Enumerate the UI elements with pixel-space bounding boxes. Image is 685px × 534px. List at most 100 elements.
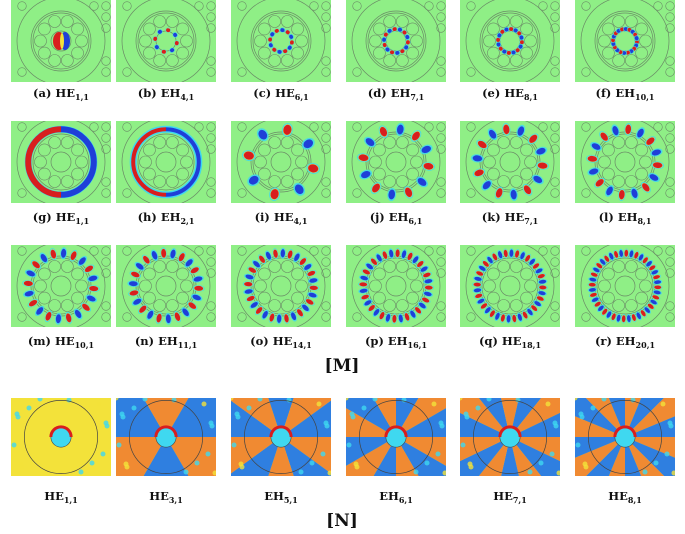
caption-mode: HE: [54, 334, 75, 348]
field-lobe: [528, 257, 537, 266]
mode-panel-N-0-1: [116, 398, 216, 476]
inner-hole: [373, 143, 386, 157]
field-lobe: [181, 307, 191, 318]
inner-hole: [153, 299, 166, 312]
field-lobe: [415, 259, 425, 269]
field-lobe: [267, 36, 273, 43]
field-lobe: [531, 174, 544, 185]
field-lobe: [590, 296, 600, 303]
field-lobe: [80, 302, 92, 313]
mode-panel-M-0-3: [346, 0, 446, 82]
field-lobe: [651, 161, 664, 170]
field-sector: [396, 437, 419, 476]
inner-hole: [75, 34, 88, 48]
field-lobe: [160, 247, 167, 260]
mode-panel-M-0-2: [231, 0, 331, 82]
caption-mode-index: 1,1: [63, 495, 78, 505]
inner-hole: [254, 155, 267, 169]
field-sector: [346, 398, 396, 437]
core-field-arc: [49, 425, 73, 438]
inner-hole: [520, 22, 533, 36]
field-lobe: [192, 285, 205, 292]
fiber-ring-outline: [32, 133, 90, 191]
fiber-ring-outline: [367, 257, 425, 315]
inner-hole: [510, 260, 523, 273]
field-lobe: [290, 311, 297, 322]
field-ring: [24, 125, 98, 199]
mode-field-plot: [116, 245, 216, 327]
inner-hole: [383, 175, 396, 188]
inner-hole: [410, 155, 423, 169]
inner-hole: [143, 267, 156, 281]
field-sector: [346, 408, 396, 437]
caption-prefix: (o): [250, 334, 273, 348]
inner-hole: [295, 155, 308, 169]
caption-mode-index: 16,1: [407, 340, 428, 350]
caption-mode: EH: [615, 86, 635, 100]
caption-mode: EH: [264, 489, 284, 503]
field-lobe: [269, 187, 281, 202]
field-sector: [625, 437, 675, 458]
field-lobe: [648, 264, 657, 272]
panel-caption: (b) EH4,1: [138, 86, 195, 102]
field-sector: [231, 398, 281, 437]
caption-mode: HE: [608, 489, 628, 503]
caption-mode: HE: [272, 334, 293, 348]
caption-mode: EH: [387, 334, 408, 348]
inner-hole: [373, 46, 386, 60]
field-lobe: [364, 136, 376, 148]
section-label-M: [M]: [324, 356, 360, 376]
inner-hole: [497, 136, 510, 149]
field-lobe: [356, 153, 371, 163]
fiber-ring-outline: [50, 151, 72, 173]
inner-hole: [602, 143, 615, 157]
caption-mode-index: 6,1: [398, 495, 413, 505]
field-lobe: [86, 274, 99, 282]
inner-hole: [48, 54, 61, 67]
panel-caption: (j) EH6,1: [370, 210, 423, 226]
inner-hole: [268, 15, 281, 28]
field-lobe: [85, 294, 98, 303]
field-lobe: [534, 267, 544, 275]
core-field-arc: [269, 425, 293, 438]
field-lobe: [626, 313, 632, 324]
caption-mode-index: 1,1: [75, 216, 90, 226]
field-lobe: [618, 248, 624, 259]
inner-hole: [258, 167, 271, 181]
field-sector: [166, 437, 216, 476]
mode-field-plot: [460, 245, 560, 327]
caption-prefix: (h): [137, 210, 161, 224]
inner-hole: [61, 260, 74, 273]
fiber-ring-outline: [236, 245, 326, 327]
mode-panel-N-0-5: [575, 398, 675, 476]
field-lobe: [77, 255, 88, 267]
field-lobe: [495, 41, 502, 48]
inner-hole: [176, 167, 189, 181]
field-lobe: [533, 300, 543, 308]
field-lobe: [383, 31, 389, 38]
caption-prefix: (c): [253, 86, 276, 100]
inner-hole: [153, 260, 166, 273]
field-lobe: [304, 298, 315, 306]
field-lobe: [288, 33, 294, 40]
inner-hole: [143, 143, 156, 157]
field-lobe: [296, 307, 304, 318]
inner-hole: [410, 279, 423, 293]
caption-mode: HE: [275, 86, 295, 100]
inner-hole: [48, 299, 61, 312]
field-lobe: [184, 258, 194, 268]
mode-field-plot: [231, 121, 331, 203]
field-lobe: [522, 183, 533, 196]
fiber-ring-outline: [137, 133, 195, 191]
field-lobe: [516, 30, 522, 37]
inner-hole: [176, 46, 189, 60]
field-lobe: [534, 146, 548, 156]
field-lobe: [634, 35, 640, 42]
field-lobe: [187, 301, 198, 311]
field-lobe: [421, 271, 432, 279]
caption-prefix: (g): [32, 210, 56, 224]
inner-hole: [48, 15, 61, 28]
field-lobe: [128, 289, 140, 297]
inner-hole: [176, 267, 189, 281]
inner-hole: [625, 299, 638, 312]
